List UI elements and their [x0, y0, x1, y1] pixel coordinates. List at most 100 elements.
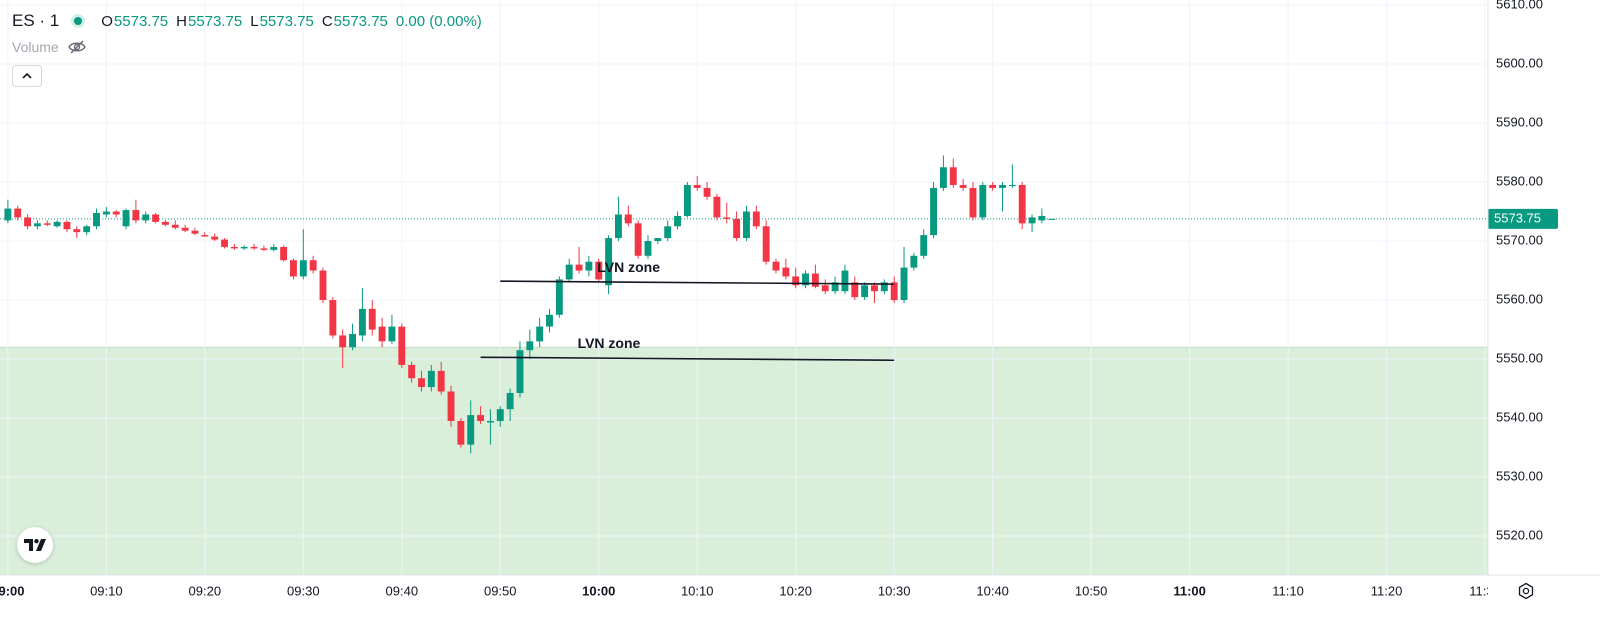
candle-body — [920, 235, 928, 256]
candle-body — [575, 264, 583, 271]
candle-body — [595, 261, 603, 280]
candle-body — [1028, 217, 1036, 224]
candle-body — [861, 285, 869, 298]
candle-body — [398, 326, 406, 365]
candle-body — [132, 210, 140, 221]
candle-body — [299, 260, 307, 277]
y-axis: 5520.00 5530.00 5540.00 5550.00 5560.00 5570.… — [1488, 0, 1558, 542]
x-tick-label: 10:20 — [779, 583, 812, 598]
candle-body — [605, 238, 613, 286]
x-tick-label: 09:30 — [287, 583, 320, 598]
candle-body — [713, 196, 721, 218]
ohlc-key: C — [321, 12, 333, 30]
y-tick-label: 5580.00 — [1496, 173, 1543, 188]
ohlc-key: L — [250, 12, 259, 30]
x-tick-label: 09:50 — [484, 583, 517, 598]
candle-body — [112, 211, 120, 215]
ohlc-value: 5573.75 — [113, 12, 169, 30]
candle-body — [644, 241, 652, 256]
candle-body — [309, 260, 317, 271]
candle-body — [772, 261, 780, 271]
candle-body — [201, 235, 209, 237]
candle-body — [969, 187, 977, 218]
candle-body — [949, 167, 957, 185]
candle-body — [890, 282, 898, 301]
volume-label[interactable]: Volume — [12, 39, 59, 55]
candle-body — [221, 239, 228, 247]
candle-body — [851, 282, 859, 298]
y-tick-label: 5590.00 — [1496, 114, 1543, 129]
candle-body — [880, 282, 888, 292]
candle-body — [14, 208, 22, 218]
candle-body — [319, 270, 327, 301]
candle-body — [989, 184, 997, 188]
candle-body — [339, 335, 347, 348]
x-tick-label: 09:10 — [90, 583, 123, 598]
candle-body — [900, 267, 908, 301]
candle-body — [142, 214, 150, 221]
candle-body — [83, 226, 91, 233]
x-tick-label: 10:40 — [976, 583, 1009, 598]
x-axis: 09:00 09:10 09:20 09:30 09:40 09:50 10:00 10:10… — [0, 583, 1501, 598]
candle-body — [683, 184, 691, 216]
candle-body — [506, 392, 514, 410]
candle-body — [930, 187, 938, 236]
candle-body — [811, 273, 819, 287]
legend-header: ES · 1 O 5573.75 H 5573.75 L 5573.75 C 5573.… — [12, 10, 490, 32]
candle-body — [290, 260, 297, 277]
candle-body — [743, 211, 750, 239]
candle-body — [585, 261, 593, 271]
candle-body — [910, 255, 918, 268]
candle-body — [53, 221, 61, 227]
last-price-label: 5573.75 — [1494, 210, 1541, 225]
tradingview-logo[interactable] — [17, 527, 53, 563]
candle-body — [152, 214, 160, 222]
candle-body — [999, 184, 1006, 188]
candle-body — [388, 326, 396, 342]
x-tick-label: 09:20 — [189, 583, 222, 598]
x-tick-label: 10:00 — [582, 583, 615, 598]
candle-body — [378, 326, 386, 342]
y-tick-label: 5540.00 — [1496, 409, 1543, 424]
candle-body — [1038, 215, 1046, 221]
ohlc-key: H — [176, 12, 187, 30]
ohlc-value: 5573.75 — [333, 12, 388, 30]
last-price-tag — [1488, 208, 1558, 229]
candle-body — [1018, 184, 1026, 224]
plot-area: LVN zone LVN zone — [0, 0, 1488, 575]
y-tick-label: 5520.00 — [1496, 527, 1543, 542]
candle-body — [614, 214, 622, 239]
y-tick-label: 5530.00 — [1496, 468, 1543, 483]
symbol[interactable]: ES · 1 — [12, 11, 60, 30]
candle-body — [33, 223, 41, 227]
candle-body — [841, 270, 849, 292]
candle-body — [959, 184, 967, 188]
y-tick-label: 5550.00 — [1496, 350, 1543, 365]
candle-body — [418, 378, 425, 388]
candle-body — [447, 391, 455, 421]
x-tick-label: 11:10 — [1272, 583, 1304, 598]
candle-body — [171, 224, 179, 228]
candle-body — [73, 229, 81, 233]
candle-body — [427, 370, 435, 388]
candle-body — [358, 308, 366, 336]
x-tick-label: 11:30 — [1469, 583, 1501, 598]
annotation-label: LVN zone — [597, 259, 660, 275]
candle-body — [181, 227, 189, 231]
settings-button[interactable] — [1517, 582, 1535, 600]
annotation-line — [500, 280, 895, 285]
candle-body — [664, 226, 672, 239]
candle-body — [122, 210, 130, 227]
hidden-eye-icon[interactable] — [67, 39, 87, 55]
candle-body — [457, 420, 465, 445]
collapse-button[interactable] — [12, 65, 42, 87]
y-tick-label: 5560.00 — [1496, 291, 1543, 306]
candle-body — [280, 246, 288, 261]
candle-body — [762, 226, 770, 262]
x-tick-label: 11:00 — [1173, 583, 1206, 598]
candle-body — [555, 279, 563, 315]
x-tick-label: 09:40 — [386, 583, 419, 598]
candle-body — [634, 223, 642, 256]
